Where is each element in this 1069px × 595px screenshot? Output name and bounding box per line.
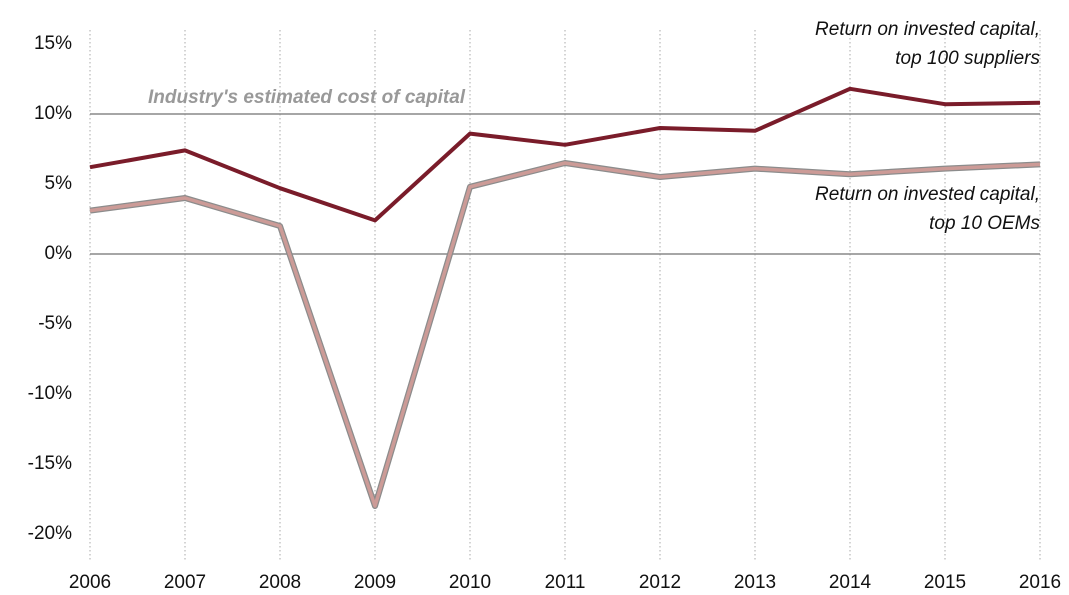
series-label-line: top 10 OEMs bbox=[929, 213, 1040, 234]
x-tick-label: 2008 bbox=[259, 572, 301, 593]
x-tick-label: 2010 bbox=[449, 572, 491, 593]
y-tick-label: -10% bbox=[28, 383, 72, 404]
series-label: Return on invested capital, top 10 OEMs bbox=[815, 184, 1040, 234]
y-tick-label: -20% bbox=[28, 523, 72, 544]
reference-label: Industry's estimated cost of capital bbox=[148, 87, 466, 108]
x-tick-label: 2011 bbox=[545, 572, 586, 593]
series-line bbox=[89, 86, 1041, 223]
x-tick-label: 2009 bbox=[354, 572, 396, 593]
y-tick-label: 0% bbox=[45, 243, 73, 264]
x-tick-label: 2015 bbox=[924, 572, 966, 593]
x-tick-label: 2006 bbox=[69, 572, 111, 593]
y-tick-label: 5% bbox=[45, 173, 73, 194]
series-line bbox=[89, 161, 1041, 508]
y-tick-label: -5% bbox=[38, 313, 72, 334]
series-label-line: Return on invested capital, bbox=[815, 19, 1040, 40]
series-label-line: top 100 suppliers bbox=[895, 48, 1040, 69]
series-label: Return on invested capital, top 100 suppl… bbox=[815, 19, 1040, 69]
x-tick-label: 2012 bbox=[639, 572, 681, 593]
y-tick-label: 10% bbox=[34, 103, 72, 124]
x-tick-label: 2016 bbox=[1019, 572, 1061, 593]
x-tick-label: 2007 bbox=[164, 572, 206, 593]
y-tick-label: 15% bbox=[34, 33, 72, 54]
series-label-line: Return on invested capital, bbox=[815, 184, 1040, 205]
y-tick-label: -15% bbox=[28, 453, 72, 474]
x-tick-label: 2013 bbox=[734, 572, 776, 593]
x-tick-label: 2014 bbox=[829, 572, 872, 593]
